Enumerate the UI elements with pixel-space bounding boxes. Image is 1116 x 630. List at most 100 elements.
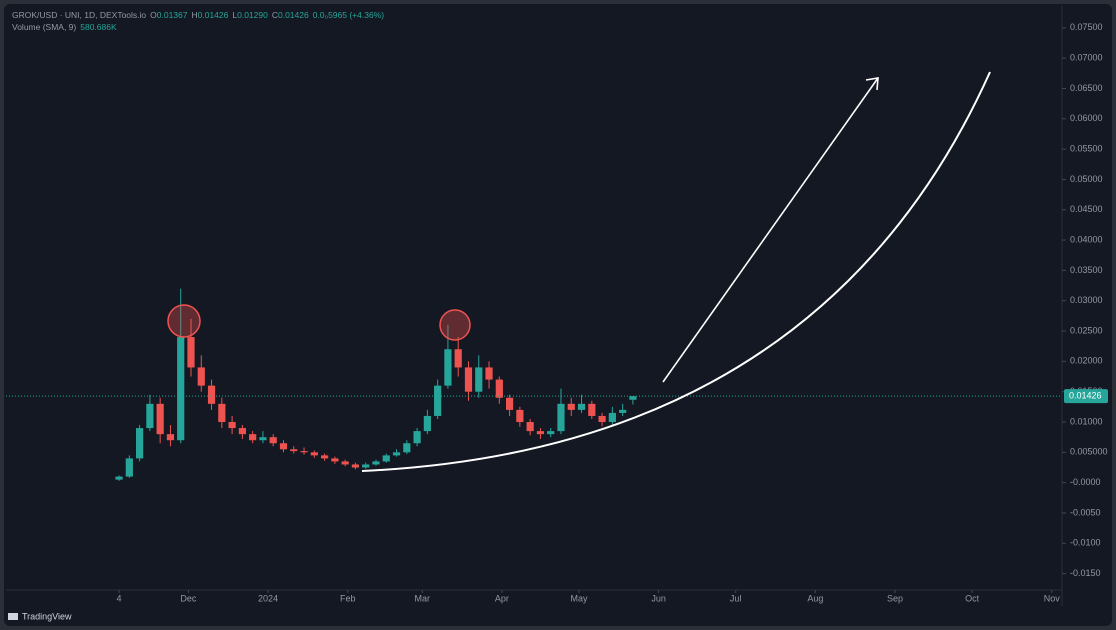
x-tick-label: Jul: [730, 593, 742, 603]
y-tick-label: 0.06500: [1070, 83, 1103, 93]
candle-body: [403, 443, 411, 453]
x-tick-label: 4: [117, 593, 122, 603]
high-value: 0.01426: [198, 10, 229, 20]
candle-body: [310, 452, 318, 456]
candle-body: [341, 461, 349, 465]
drawings: [167, 71, 991, 472]
y-tick-label: 0.02000: [1070, 356, 1103, 366]
y-tick-label: 0.03500: [1070, 265, 1103, 275]
candle-body: [485, 367, 493, 380]
last-price-label: 0.01426: [1069, 391, 1102, 401]
candle-body: [372, 461, 380, 465]
candle-body: [382, 455, 390, 462]
curve: [361, 71, 991, 472]
y-tick-label: 0.05500: [1070, 143, 1103, 153]
candle-body: [547, 431, 555, 435]
volume-label: Volume (SMA, 9): [12, 22, 76, 32]
brand-text: TradingView: [22, 611, 72, 621]
candle-body: [351, 464, 360, 468]
close-label: C: [272, 10, 278, 20]
volume-line: Volume (SMA, 9) 580.686K: [12, 22, 117, 32]
candle-body: [146, 403, 154, 429]
plot: [6, 288, 1062, 481]
y-tick-label: 0.03000: [1070, 295, 1103, 305]
candle-body: [136, 428, 144, 459]
arrow-line: [662, 77, 879, 383]
candle-body: [619, 409, 627, 413]
candle-body: [187, 337, 195, 368]
y-tick-label: 0.04500: [1070, 204, 1103, 214]
candle-body: [444, 349, 452, 386]
candle-body: [238, 428, 246, 435]
low-value: 0.01290: [237, 10, 268, 20]
open-label: O: [150, 10, 157, 20]
candle-body: [156, 403, 164, 435]
x-tick-label: Sep: [887, 593, 903, 603]
candle-body: [269, 437, 277, 444]
y-tick-label: -0.0150: [1070, 568, 1101, 578]
candle-body: [197, 367, 205, 386]
x-tick-label: Apr: [495, 593, 509, 603]
candle-body: [516, 409, 524, 423]
candle-body: [464, 367, 473, 392]
y-tick-label: 0.005000: [1070, 447, 1108, 457]
y-tick-label: 0.05000: [1070, 174, 1103, 184]
candle-body: [434, 385, 442, 416]
candle-body: [536, 431, 545, 435]
chart-background: [4, 4, 1112, 626]
x-tick-label: Aug: [807, 593, 823, 603]
candle-body: [598, 415, 606, 423]
candle-body: [331, 458, 339, 462]
open-value: 0.01367: [157, 10, 188, 20]
y-tick-label: -0.0000: [1070, 477, 1101, 487]
candle-body: [125, 458, 133, 477]
brand: TradingView: [8, 611, 72, 621]
candle-body: [454, 349, 462, 368]
close-value: 0.01426: [278, 10, 309, 20]
candle-body: [526, 422, 534, 432]
volume-value: 580.686K: [80, 22, 117, 32]
high-label: H: [192, 10, 198, 20]
y-tick-label: 0.07500: [1070, 22, 1103, 32]
y-tick-label: 0.04000: [1070, 234, 1103, 244]
candle-body: [218, 403, 226, 423]
x-tick-label: Jun: [651, 593, 666, 603]
candle-body: [207, 385, 216, 404]
y-tick-label: 0.06000: [1070, 113, 1103, 123]
candle-body: [577, 403, 586, 410]
candle-body: [495, 379, 503, 398]
x-tick-label: 2024: [258, 593, 278, 603]
x-tick-label: May: [570, 593, 588, 603]
change-value: 0.0₀5965 (+4.36%): [313, 10, 385, 20]
candle-body: [290, 449, 298, 452]
candle-body: [177, 337, 185, 441]
candle-body: [115, 476, 123, 480]
highlight-circle: [439, 309, 471, 341]
x-tick-label: Mar: [414, 593, 430, 603]
candle-body: [300, 451, 308, 453]
candle-body: [505, 397, 514, 410]
candle-body: [321, 455, 329, 459]
y-tick-label: 0.01000: [1070, 416, 1103, 426]
candle-body: [629, 396, 637, 400]
x-tick-label: Oct: [965, 593, 980, 603]
candle-body: [557, 403, 565, 432]
highlight-circle: [167, 304, 201, 338]
candle-body: [423, 415, 431, 432]
y-tick-label: 0.07000: [1070, 53, 1103, 63]
x-tick-label: Nov: [1044, 593, 1061, 603]
low-label: L: [232, 10, 237, 20]
symbol: GROK/USD · UNI, 1D, DEXTools.io: [12, 10, 146, 20]
x-tick-label: Dec: [180, 593, 197, 603]
candle-body: [608, 412, 616, 423]
candle-body: [567, 403, 575, 410]
y-tick-label: 0.02500: [1070, 325, 1103, 335]
x-tick-label: Feb: [340, 593, 356, 603]
candle-body: [166, 434, 175, 441]
candle-body: [362, 464, 370, 468]
y-tick-label: -0.0100: [1070, 538, 1101, 548]
candle-body: [413, 431, 421, 444]
brand-logo: [8, 613, 18, 620]
